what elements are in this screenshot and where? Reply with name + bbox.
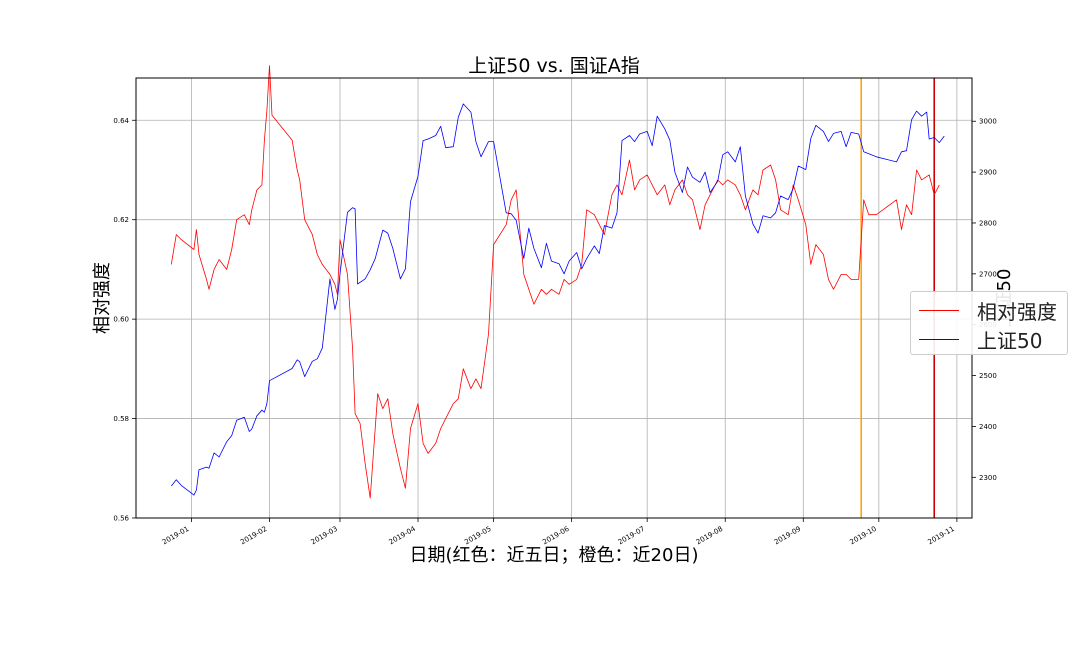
right-tick-label: 2700 <box>979 270 997 278</box>
plot-frame <box>135 77 973 519</box>
left-axis-ticks: 0.56 0.58 0.60 0.62 0.64 <box>113 117 136 523</box>
legend: 相对强度 上证50 <box>910 291 1068 355</box>
x-tick-label: 2019-10 <box>849 525 878 547</box>
legend-label: 上证50 <box>977 328 1043 353</box>
left-tick-label: 0.60 <box>113 316 129 324</box>
x-axis-label: 日期(红色：近五日；橙色：近20日) <box>410 545 699 566</box>
legend-label: 相对强度 <box>977 299 1057 324</box>
left-tick-label: 0.64 <box>113 117 129 125</box>
x-axis-ticks: 2019-01 2019-02 2019-03 2019-04 2019-05 2019-… <box>161 518 958 547</box>
x-tick-label: 2019-09 <box>773 525 802 547</box>
left-tick-label: 0.56 <box>113 515 129 523</box>
sse50-line <box>170 103 945 496</box>
left-axis-label: 相对强度 <box>92 262 113 334</box>
legend-item-relative-strength: 相对强度 <box>919 296 1057 324</box>
grid <box>136 78 972 519</box>
x-tick-label: 2019-07 <box>617 525 646 547</box>
legend-item-sse50: 上证50 <box>919 325 1042 353</box>
legend-swatch-blue <box>919 338 959 340</box>
right-tick-label: 2800 <box>979 219 997 227</box>
right-tick-label: 2900 <box>979 169 997 177</box>
chart-title: 上证50 vs. 国证A指 <box>468 55 639 77</box>
right-tick-label: 3000 <box>979 118 997 126</box>
x-tick-label: 2019-06 <box>541 525 571 547</box>
right-tick-label: 2400 <box>979 423 997 431</box>
relative-strength-line <box>170 65 940 499</box>
x-tick-label: 2019-05 <box>463 525 492 547</box>
x-tick-label: 2019-04 <box>388 525 418 547</box>
x-tick-label: 2019-11 <box>927 525 956 547</box>
legend-swatch-red <box>919 309 959 311</box>
right-tick-label: 2500 <box>979 372 997 380</box>
left-tick-label: 0.58 <box>113 415 129 423</box>
left-tick-label: 0.62 <box>113 216 129 224</box>
x-tick-label: 2019-01 <box>161 525 190 547</box>
right-tick-label: 2300 <box>979 474 997 482</box>
x-tick-label: 2019-03 <box>310 525 339 547</box>
x-tick-label: 2019-02 <box>239 525 268 547</box>
x-tick-label: 2019-08 <box>695 525 724 547</box>
series-lines <box>170 65 945 499</box>
